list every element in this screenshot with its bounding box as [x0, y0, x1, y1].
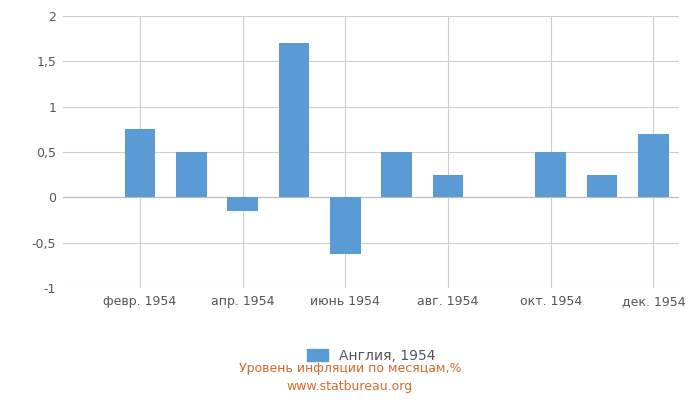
- Bar: [382, 152, 412, 197]
- Bar: [638, 134, 668, 197]
- Bar: [279, 43, 309, 197]
- Bar: [433, 175, 463, 197]
- Bar: [228, 197, 258, 211]
- Bar: [536, 152, 566, 197]
- Bar: [587, 175, 617, 197]
- Text: Уровень инфляции по месяцам,%: Уровень инфляции по месяцам,%: [239, 362, 461, 375]
- Bar: [176, 152, 206, 197]
- Bar: [330, 197, 360, 254]
- Text: www.statbureau.org: www.statbureau.org: [287, 380, 413, 393]
- Legend: Англия, 1954: Англия, 1954: [301, 343, 441, 368]
- Bar: [125, 129, 155, 197]
